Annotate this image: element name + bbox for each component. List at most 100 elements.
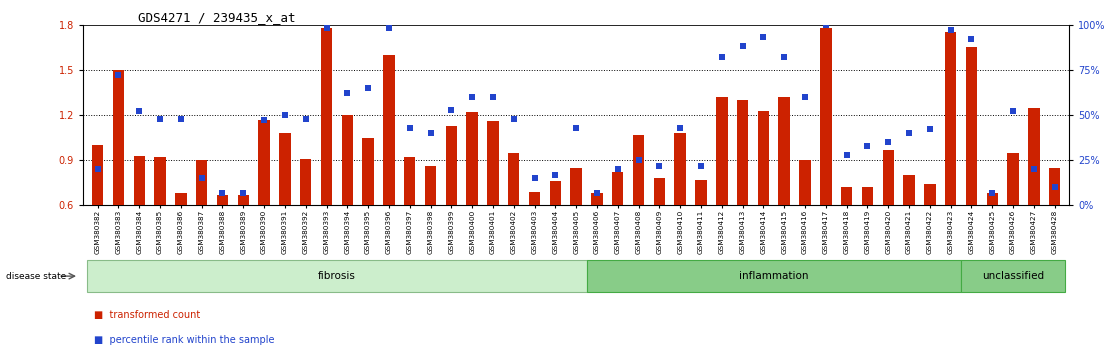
Point (463, 94, 481, 100)
Point (380, 25, 398, 31)
Point (359, 85, 377, 91)
Point (838, 152, 855, 158)
Point (963, 36, 981, 42)
Point (442, 107, 460, 113)
Bar (424, 166, 437, 205)
Point (900, 130, 917, 136)
Point (733, 44, 751, 49)
Point (692, 163, 710, 169)
Bar (404, 157, 416, 205)
Bar (196, 160, 207, 205)
Bar (1049, 168, 1060, 205)
Bar (362, 138, 373, 205)
Bar (550, 181, 561, 205)
Point (1046, 184, 1064, 190)
Text: disease state: disease state (6, 272, 65, 281)
Point (609, 166, 627, 172)
Point (546, 172, 564, 177)
Point (1025, 166, 1043, 172)
Bar (654, 178, 665, 205)
Bar (779, 97, 790, 205)
Bar (258, 120, 270, 205)
Point (297, 116, 315, 121)
Point (984, 190, 1002, 195)
Point (484, 94, 502, 100)
Point (214, 190, 232, 195)
Bar (820, 28, 831, 205)
Point (338, 91, 356, 96)
Bar (341, 115, 353, 205)
Bar (113, 70, 124, 205)
Point (505, 116, 523, 121)
Point (859, 143, 876, 149)
Point (755, 35, 772, 40)
Point (193, 176, 211, 181)
Bar (279, 133, 290, 205)
Point (776, 55, 793, 60)
Point (422, 130, 440, 136)
Bar (737, 100, 748, 205)
Bar (758, 110, 769, 205)
Point (629, 157, 647, 163)
Point (567, 125, 585, 131)
Bar (92, 145, 103, 205)
Point (255, 118, 273, 123)
Point (110, 73, 127, 78)
Point (276, 112, 294, 118)
Bar (300, 159, 311, 205)
Bar (633, 135, 644, 205)
Point (671, 125, 689, 131)
Bar (841, 187, 852, 205)
Text: ■  percentile rank within the sample: ■ percentile rank within the sample (94, 335, 275, 345)
Point (89, 166, 106, 172)
Bar (134, 156, 145, 205)
Bar (175, 193, 186, 205)
Bar (509, 153, 520, 205)
Point (235, 190, 253, 195)
Bar (237, 195, 249, 205)
Point (797, 94, 814, 100)
Bar (571, 168, 582, 205)
Text: unclassified: unclassified (982, 271, 1044, 281)
Bar (612, 172, 624, 205)
Bar (383, 55, 394, 205)
Bar (799, 160, 811, 205)
Bar (592, 193, 603, 205)
Bar (695, 180, 707, 205)
Point (525, 176, 543, 181)
Point (921, 127, 938, 132)
Point (151, 116, 168, 121)
Text: inflammation: inflammation (739, 271, 809, 281)
Bar (529, 192, 541, 205)
Point (131, 109, 148, 114)
Bar (961, 260, 1065, 292)
Text: ■  transformed count: ■ transformed count (94, 310, 201, 320)
Bar (217, 195, 228, 205)
Bar (586, 260, 961, 292)
Bar (716, 97, 728, 205)
Bar (88, 260, 586, 292)
Point (1004, 109, 1022, 114)
Text: GDS4271 / 239435_x_at: GDS4271 / 239435_x_at (138, 11, 296, 24)
Bar (154, 157, 166, 205)
Bar (1007, 153, 1018, 205)
Bar (466, 112, 478, 205)
Bar (986, 193, 998, 205)
Bar (924, 184, 935, 205)
Bar (488, 121, 499, 205)
Bar (882, 150, 894, 205)
Bar (903, 175, 915, 205)
Text: fibrosis: fibrosis (318, 271, 356, 281)
Bar (675, 133, 686, 205)
Bar (966, 47, 977, 205)
Bar (321, 28, 332, 205)
Bar (862, 187, 873, 205)
Point (588, 190, 606, 195)
Point (318, 25, 336, 31)
Bar (1028, 108, 1039, 205)
Point (817, 22, 834, 28)
Point (942, 27, 960, 33)
Point (401, 125, 419, 131)
Bar (445, 126, 458, 205)
Point (650, 163, 668, 169)
